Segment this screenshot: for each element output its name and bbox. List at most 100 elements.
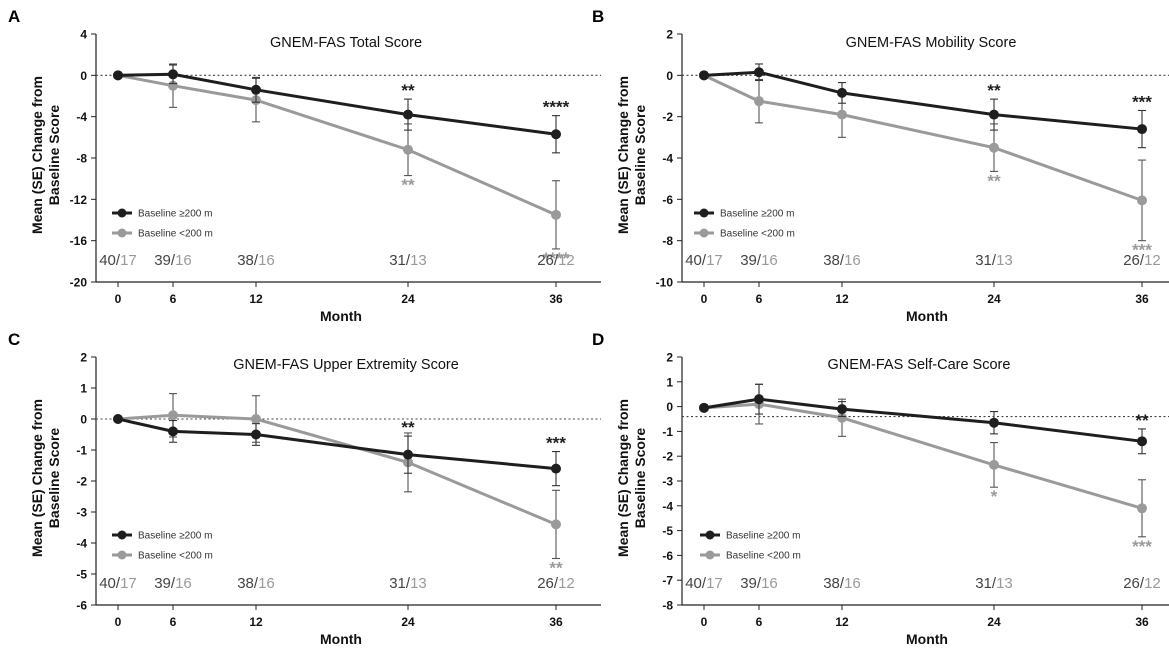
y-axis-label: Mean (SE) Change fromBaseline Score xyxy=(615,399,648,557)
significance-marker: *** xyxy=(1132,241,1152,260)
y-tick-label: -8 xyxy=(662,599,673,613)
x-tick-label: 0 xyxy=(701,615,708,629)
x-tick-label: 36 xyxy=(1135,292,1149,306)
x-tick-label: 0 xyxy=(115,292,122,306)
data-point xyxy=(1137,124,1147,135)
y-tick-label: 0 xyxy=(666,69,673,83)
y-tick-label: -8 xyxy=(662,234,673,248)
legend-swatch-marker xyxy=(117,208,127,218)
significance-marker: **** xyxy=(543,98,570,117)
legend-label: Baseline ≥200 m xyxy=(138,209,212,220)
data-point xyxy=(989,142,999,153)
data-point xyxy=(754,67,764,78)
y-tick-label: -4 xyxy=(662,152,673,166)
x-tick-label: 6 xyxy=(170,292,177,306)
panel-letter: D xyxy=(592,330,604,349)
y-tick-label: -2 xyxy=(662,110,673,124)
y-tick-label: -10 xyxy=(656,276,674,290)
data-point xyxy=(837,87,847,98)
data-point xyxy=(699,70,709,81)
data-point xyxy=(1137,436,1147,447)
series-line xyxy=(703,402,1143,510)
series-line xyxy=(117,417,557,471)
significance-marker: *** xyxy=(546,434,566,453)
sample-count: 31/13 xyxy=(975,252,1013,269)
sample-count: 40/17 xyxy=(99,252,137,269)
data-point xyxy=(168,410,178,421)
data-point xyxy=(989,459,999,470)
y-tick-label: 2 xyxy=(80,351,87,365)
chart-title: GNEM-FAS Total Score xyxy=(270,35,422,51)
sample-count: 31/13 xyxy=(389,575,427,592)
data-point xyxy=(837,404,847,415)
data-point xyxy=(403,449,413,460)
significance-marker: ** xyxy=(987,171,1001,190)
x-tick-label: 6 xyxy=(170,615,177,629)
y-tick-label: -5 xyxy=(76,568,87,582)
series-line xyxy=(117,73,557,217)
x-tick-label: 12 xyxy=(835,615,849,629)
sample-count: 31/13 xyxy=(389,252,427,269)
y-tick-label: -6 xyxy=(76,599,87,613)
y-axis-label: Mean (SE) Change fromBaseline Score xyxy=(29,76,62,234)
data-point xyxy=(837,109,847,120)
x-tick-label: 24 xyxy=(987,615,1001,629)
sample-count: 40/17 xyxy=(685,252,723,269)
y-tick-label: -7 xyxy=(662,574,673,588)
y-tick-label: -16 xyxy=(70,234,88,248)
data-point xyxy=(168,69,178,80)
sample-count: 39/16 xyxy=(740,252,778,269)
series-line xyxy=(703,70,1143,131)
significance-marker: ** xyxy=(1135,411,1149,430)
sample-count: 26/12 xyxy=(1123,252,1161,269)
y-tick-label: -4 xyxy=(662,499,673,513)
sample-count: 38/16 xyxy=(237,252,275,269)
y-tick-label: -2 xyxy=(662,450,673,464)
panel-letter: B xyxy=(592,7,604,26)
significance-marker: ** xyxy=(401,418,415,437)
x-tick-label: 24 xyxy=(987,292,1001,306)
data-point xyxy=(837,412,847,423)
data-point xyxy=(1137,503,1147,514)
data-point xyxy=(403,144,413,155)
y-tick-label: 2 xyxy=(666,28,673,42)
legend-label: Baseline <200 m xyxy=(726,551,801,562)
legend-swatch-marker xyxy=(699,208,709,218)
sample-count: 26/12 xyxy=(537,252,575,269)
y-tick-label: -4 xyxy=(76,110,87,124)
legend-swatch-marker xyxy=(117,228,127,238)
sample-count: 39/16 xyxy=(154,252,192,269)
data-point xyxy=(403,109,413,120)
data-point xyxy=(551,129,561,140)
x-tick-label: 24 xyxy=(401,615,415,629)
data-point xyxy=(168,426,178,437)
x-tick-label: 36 xyxy=(549,615,563,629)
legend-label: Baseline ≥200 m xyxy=(726,531,800,542)
chart-title: GNEM-FAS Mobility Score xyxy=(846,35,1017,51)
x-tick-label: 12 xyxy=(249,292,263,306)
sample-count: 38/16 xyxy=(823,252,861,269)
legend-swatch-marker xyxy=(117,530,127,540)
y-tick-label: -1 xyxy=(662,425,673,439)
legend-swatch-marker xyxy=(705,550,715,560)
legend-swatch-marker xyxy=(705,530,715,540)
x-axis-label: Month xyxy=(906,631,948,647)
significance-marker: ** xyxy=(401,176,415,195)
x-tick-label: 6 xyxy=(756,615,763,629)
sample-count: 39/16 xyxy=(740,575,778,592)
y-tick-label: -3 xyxy=(76,506,87,520)
data-point xyxy=(113,70,123,81)
y-tick-label: -2 xyxy=(76,475,87,489)
sample-count: 39/16 xyxy=(154,575,192,592)
legend-label: Baseline <200 m xyxy=(138,551,213,562)
y-tick-label: 0 xyxy=(80,413,87,427)
significance-marker: ** xyxy=(987,81,1001,100)
data-point xyxy=(699,402,709,413)
panel-letter: C xyxy=(8,330,20,349)
x-tick-label: 36 xyxy=(549,292,563,306)
y-tick-label: 4 xyxy=(80,28,87,42)
legend-label: Baseline <200 m xyxy=(720,229,795,240)
significance-marker: *** xyxy=(1132,92,1152,111)
data-point xyxy=(551,519,561,530)
y-tick-label: -3 xyxy=(662,475,673,489)
